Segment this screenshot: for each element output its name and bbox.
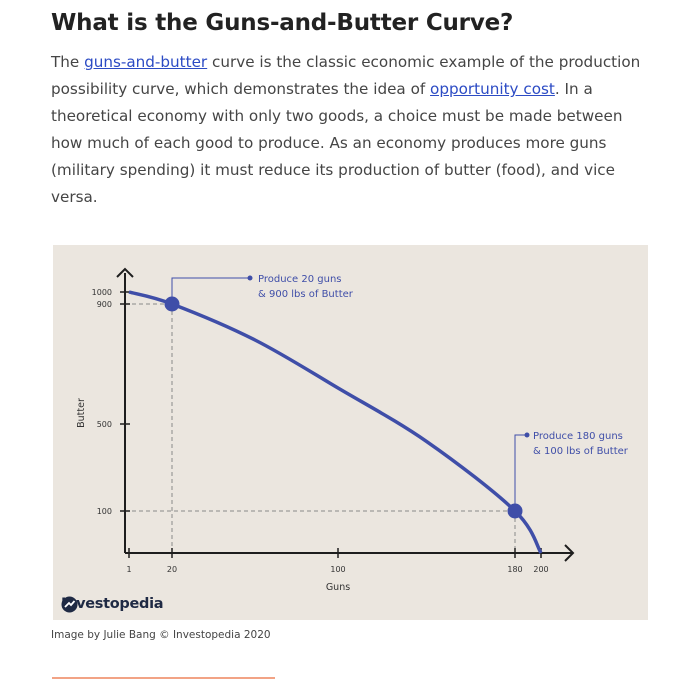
y-tick-label: 1000 <box>92 288 112 297</box>
brand-name: Investopedia <box>61 596 164 612</box>
investopedia-logo: Investopedia <box>61 596 164 613</box>
guns-and-butter-link[interactable]: guns-and-butter <box>84 53 208 71</box>
callout-label: Produce 20 guns <box>258 274 342 285</box>
callout-label: & 900 lbs of Butter <box>258 289 354 300</box>
paragraph-text: The <box>51 53 85 71</box>
x-tick-label: 100 <box>330 565 345 574</box>
callout-label: & 100 lbs of Butter <box>533 446 629 457</box>
x-axis-arrow-icon <box>564 544 575 562</box>
y-axis-arrow-icon <box>116 267 134 278</box>
y-axis-label: Butter <box>76 398 87 428</box>
section-heading: What is the Guns-and-Butter Curve? <box>51 10 514 36</box>
opportunity-cost-link[interactable]: opportunity cost <box>430 80 555 98</box>
guns-butter-chart: 1 20 100 180 200 1000 900 500 100 Guns Butter Pr… <box>76 267 629 593</box>
callout-leader-line <box>514 434 527 511</box>
image-credit: Image by Julie Bang © Investopedia 2020 <box>51 629 271 641</box>
chart-figure: 1 20 100 180 200 1000 900 500 100 Guns Butter Pr… <box>53 245 648 620</box>
ppf-curve <box>128 290 543 554</box>
x-tick-label: 180 <box>507 565 522 574</box>
y-tick-label: 900 <box>97 300 112 309</box>
intro-paragraph: The guns-and-butter curve is the classic… <box>51 49 651 211</box>
x-tick-label: 20 <box>167 565 177 574</box>
paragraph-text: . In a theoretical economy with only two… <box>51 80 623 206</box>
paragraph-text: curve is the classic economic example of… <box>51 53 641 98</box>
callout-leader-line <box>171 277 250 304</box>
callout-dot <box>247 275 253 281</box>
x-tick-label: 1 <box>126 565 131 574</box>
x-tick-label: 200 <box>533 565 548 574</box>
y-tick-label: 100 <box>97 507 112 516</box>
section-divider <box>52 677 275 679</box>
x-axis-label: Guns <box>326 582 350 593</box>
y-tick-label: 500 <box>97 420 112 429</box>
callout-dot <box>524 432 530 438</box>
callout-label: Produce 180 guns <box>533 431 623 442</box>
investopedia-logo-icon <box>61 596 78 613</box>
